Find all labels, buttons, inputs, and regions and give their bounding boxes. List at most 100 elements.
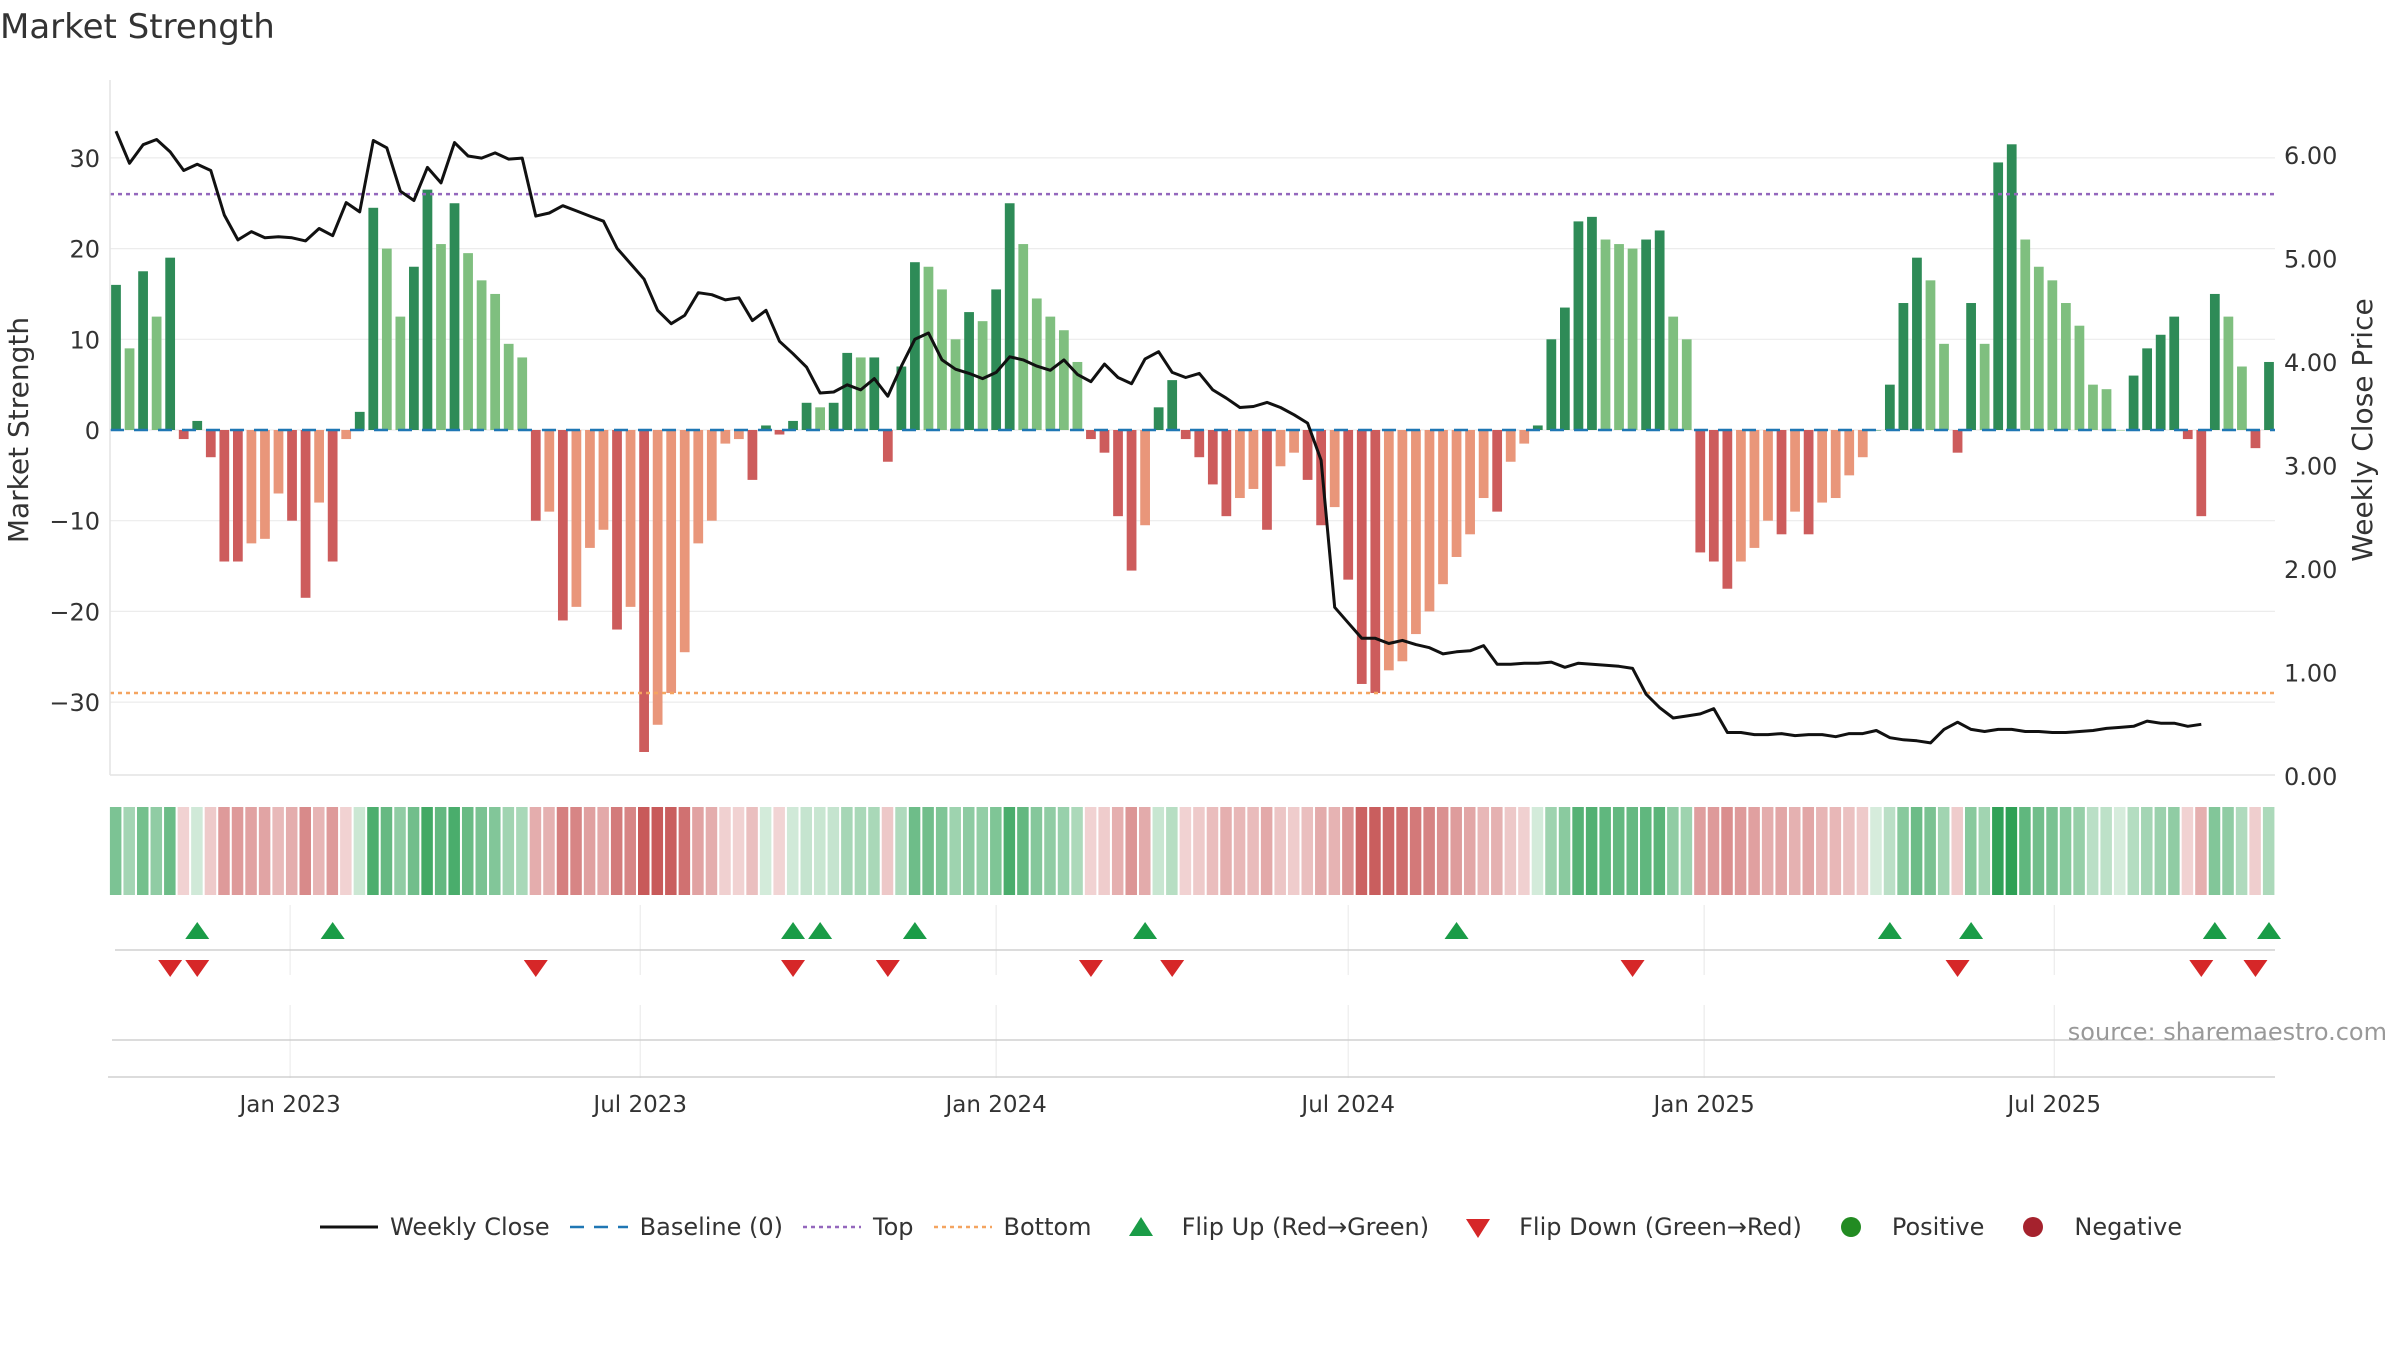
strength-bar — [1086, 430, 1096, 440]
reference-lines — [110, 192, 2275, 695]
heat-cell — [1572, 807, 1584, 895]
strength-bar — [530, 430, 541, 521]
heat-cell — [759, 807, 772, 895]
strength-bar — [111, 284, 121, 430]
heat-cell — [2181, 807, 2194, 895]
strength-bar — [1749, 430, 1760, 548]
heat-cell — [976, 807, 989, 895]
y-axis-left-label: Market Strength — [2, 317, 35, 543]
legend-label: Baseline (0) — [639, 1213, 784, 1241]
flip-down-marker — [875, 960, 900, 977]
heat-cell — [638, 807, 650, 895]
heat-cell — [1829, 807, 1842, 895]
heat-cell — [908, 807, 921, 895]
strength-bar — [2250, 430, 2261, 449]
heat-cell — [1463, 807, 1476, 895]
heat-cell — [665, 807, 677, 895]
heat-cell — [678, 807, 691, 895]
strength-bar — [219, 430, 230, 562]
triangle-down-icon — [1447, 1212, 1509, 1242]
heat-cell — [2222, 807, 2234, 895]
heat-cell — [624, 807, 636, 895]
heat-cell — [204, 807, 217, 895]
strength-bar — [381, 248, 392, 430]
flip-up-marker — [2257, 922, 2281, 939]
heat-cell — [109, 807, 122, 895]
flip-up-marker — [2202, 922, 2227, 939]
strength-bar — [1559, 307, 1570, 430]
heat-cell — [1436, 807, 1449, 895]
strength-bar — [1058, 330, 1069, 430]
y-tick-left: −30 — [49, 689, 100, 717]
heat-cell — [1206, 807, 1219, 895]
strength-bar — [1857, 430, 1868, 458]
strength-bar — [2223, 316, 2234, 430]
strength-bar — [1180, 430, 1191, 440]
strength-bar — [205, 430, 216, 458]
strength-bar — [1844, 430, 1855, 476]
strength-bar — [1912, 257, 1922, 430]
heat-cell — [2168, 807, 2180, 895]
strength-bar — [1004, 203, 1015, 430]
heat-cell — [1044, 807, 1056, 895]
flip-up-marker — [1444, 922, 1469, 939]
strength-bar — [1736, 430, 1746, 562]
heat-cell — [1707, 807, 1720, 895]
chart-title: Market Strength — [0, 7, 275, 47]
strength-bar — [1803, 430, 1814, 535]
strength-bar — [2006, 144, 2017, 431]
heat-cell — [1152, 807, 1165, 895]
strength-bar — [1925, 280, 1936, 430]
heat-cell — [1531, 807, 1544, 895]
green-dot-icon — [1820, 1212, 1882, 1242]
strength-bar — [463, 253, 473, 430]
heat-cell — [1734, 807, 1747, 895]
heat-cell — [1612, 807, 1625, 895]
heat-cell — [610, 807, 623, 895]
strength-bar — [869, 357, 880, 430]
strength-bar — [2033, 266, 2044, 430]
heat-cell — [2208, 807, 2221, 895]
flip-down-marker — [185, 960, 210, 977]
y-tick-right: 0.00 — [2284, 763, 2337, 791]
heat-cell — [786, 807, 799, 895]
x-tick-label: Jan 2025 — [1651, 1092, 1754, 1118]
heat-cell — [2046, 807, 2058, 895]
strength-bar — [1830, 430, 1841, 499]
flip-down-marker — [1078, 960, 1103, 977]
strength-bar — [1072, 361, 1083, 430]
heat-cell — [895, 807, 907, 895]
heat-cell — [1951, 807, 1963, 895]
heat-cell — [1640, 807, 1652, 895]
y-tick-left: 20 — [69, 236, 100, 264]
heat-cell — [1653, 807, 1666, 895]
y-tick-left: 10 — [69, 326, 100, 354]
flip-down-marker — [2189, 960, 2214, 977]
strength-bar — [138, 271, 148, 430]
strength-bar — [1289, 430, 1299, 453]
strength-bar — [151, 316, 162, 430]
strength-bar — [1370, 430, 1381, 694]
y-tick-right: 2.00 — [2284, 556, 2337, 584]
heat-cell — [1382, 807, 1395, 895]
strength-bar — [896, 366, 907, 430]
strength-bar — [260, 430, 270, 539]
heat-cell — [1910, 807, 1923, 895]
strength-bar — [1532, 425, 1543, 430]
flip-up-marker — [808, 922, 833, 939]
heat-cell — [1883, 807, 1896, 895]
strength-bar — [1397, 430, 1408, 662]
strength-bar — [598, 430, 609, 530]
y-tick-left: 30 — [69, 145, 100, 173]
strength-bar — [652, 430, 663, 725]
strength-bar — [571, 430, 582, 607]
strength-bar — [1641, 239, 1651, 430]
strength-bar — [1207, 430, 1218, 485]
heat-cell — [935, 807, 948, 895]
heat-cell — [489, 807, 501, 895]
strength-bar — [165, 257, 176, 430]
heat-cell — [2195, 807, 2207, 895]
strength-bar — [1966, 303, 1976, 430]
heat-cell — [705, 807, 718, 895]
heat-cell — [827, 807, 840, 895]
